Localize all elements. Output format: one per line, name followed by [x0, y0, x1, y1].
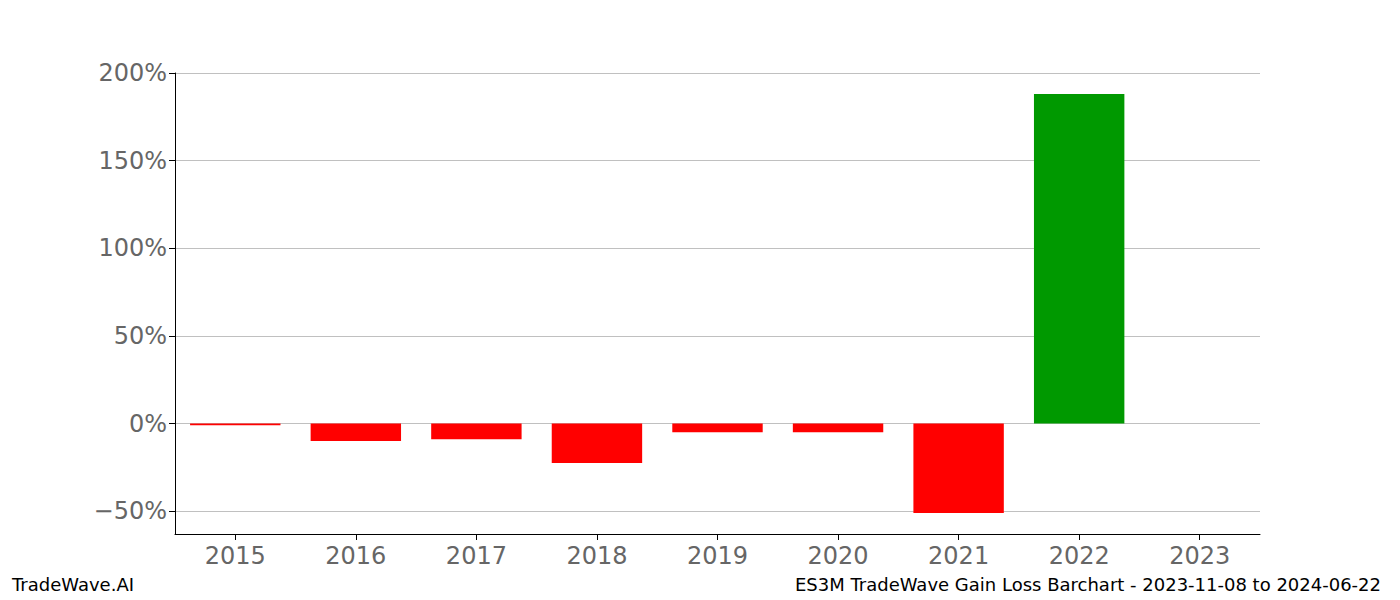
svg-text:2017: 2017: [446, 542, 507, 570]
svg-text:−50%: −50%: [94, 497, 167, 525]
svg-text:2023: 2023: [1169, 542, 1230, 570]
svg-text:100%: 100%: [98, 234, 167, 262]
svg-text:200%: 200%: [98, 59, 167, 87]
svg-text:ES3M TradeWave Gain Loss Barch: ES3M TradeWave Gain Loss Barchart - 2023…: [795, 574, 1381, 595]
svg-text:0%: 0%: [129, 410, 167, 438]
svg-text:2015: 2015: [205, 542, 266, 570]
svg-text:50%: 50%: [114, 322, 167, 350]
svg-text:150%: 150%: [98, 147, 167, 175]
svg-text:2022: 2022: [1049, 542, 1110, 570]
svg-text:2020: 2020: [808, 542, 869, 570]
svg-text:2021: 2021: [928, 542, 989, 570]
svg-text:2016: 2016: [325, 542, 386, 570]
svg-text:TradeWave.AI: TradeWave.AI: [11, 574, 134, 595]
svg-text:2019: 2019: [687, 542, 748, 570]
svg-text:2018: 2018: [566, 542, 627, 570]
